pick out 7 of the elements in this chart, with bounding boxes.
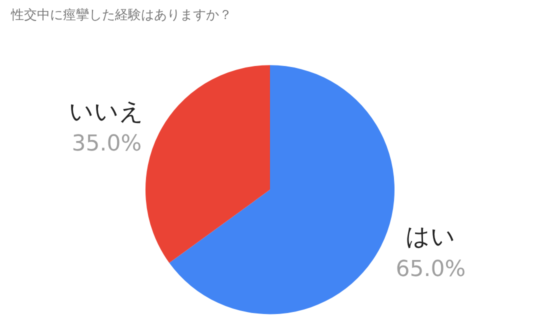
slice-label: いいえ (69, 97, 144, 126)
data-label: 35.0% (72, 132, 142, 157)
chart-title: 性交中に痙攣した経験はありますか？ (10, 7, 232, 24)
data-label: 65.0% (396, 256, 466, 282)
slice-label: はい (406, 222, 456, 251)
pie-slice (169, 65, 394, 314)
pie-slice (145, 65, 270, 263)
